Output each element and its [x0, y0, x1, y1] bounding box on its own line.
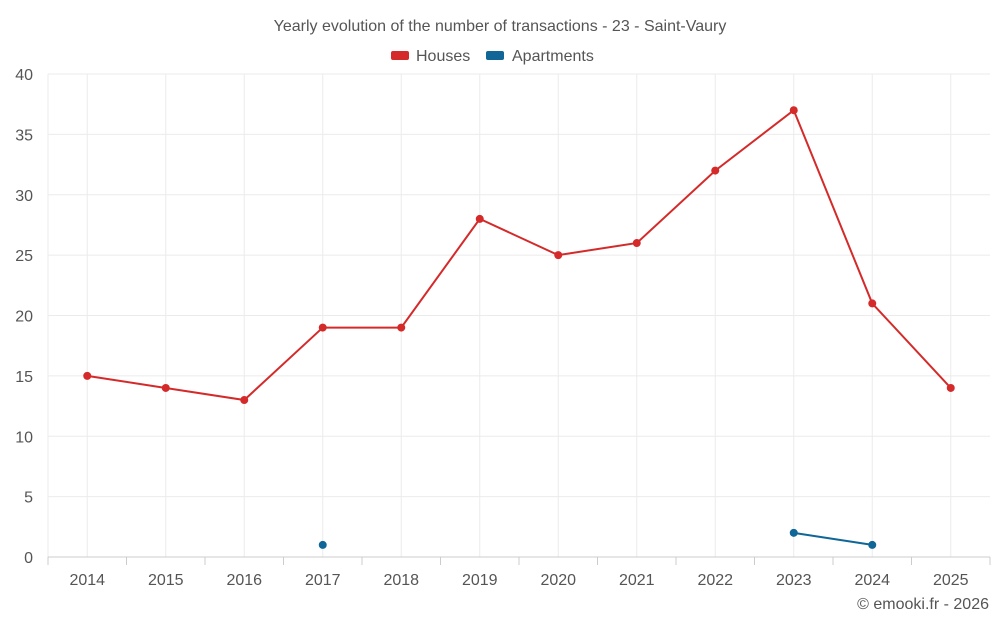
y-tick-label: 15 [15, 369, 33, 386]
data-point-houses[interactable] [789, 106, 798, 115]
data-point-houses[interactable] [397, 323, 406, 332]
x-tick-label: 2019 [462, 572, 498, 589]
x-tick-label: 2018 [383, 572, 419, 589]
data-point-houses[interactable] [868, 299, 877, 308]
x-tick-label: 2024 [854, 572, 890, 589]
data-point-houses[interactable] [475, 214, 484, 223]
x-tick-label: 2020 [540, 572, 576, 589]
x-tick-label: 2017 [305, 572, 341, 589]
x-tick-label: 2022 [697, 572, 733, 589]
legend-swatch-apartments [486, 51, 504, 60]
data-point-apartments[interactable] [789, 528, 798, 537]
data-point-houses[interactable] [946, 383, 955, 392]
legend-item-apartments[interactable]: Apartments [486, 48, 594, 65]
series-line-houses [87, 108, 952, 402]
data-point-houses[interactable] [318, 323, 327, 332]
legend-item-houses[interactable]: Houses [391, 48, 470, 65]
data-point-houses[interactable] [554, 251, 563, 260]
x-tick-label: 2015 [148, 572, 184, 589]
y-tick-label: 5 [24, 490, 33, 507]
y-tick-label: 30 [15, 188, 33, 205]
y-tick-label: 0 [24, 550, 33, 567]
data-point-houses[interactable] [240, 396, 249, 405]
grid [47, 73, 990, 557]
y-tick-label: 40 [15, 67, 33, 84]
x-tick-label: 2025 [933, 572, 969, 589]
y-tick-label: 20 [15, 309, 33, 326]
legend-label-houses: Houses [416, 48, 470, 65]
series-apartments [318, 528, 877, 549]
credit-text: © emooki.fr - 2026 [857, 596, 989, 613]
data-point-houses[interactable] [711, 166, 720, 175]
x-tick-label: 2021 [619, 572, 655, 589]
x-tick-label: 2016 [226, 572, 262, 589]
series [83, 106, 955, 549]
y-tick-label: 35 [15, 127, 33, 144]
data-point-houses[interactable] [161, 383, 170, 392]
data-point-houses[interactable] [632, 239, 641, 248]
y-tick-label: 10 [15, 429, 33, 446]
series-line-apartments [793, 531, 873, 546]
legend-label-apartments: Apartments [512, 48, 594, 65]
data-point-apartments[interactable] [868, 540, 877, 549]
x-tick-label: 2014 [69, 572, 105, 589]
data-point-houses[interactable] [83, 371, 92, 380]
legend-swatch-houses [391, 51, 409, 60]
legend: Houses Apartments [391, 48, 594, 65]
data-point-apartments[interactable] [318, 540, 327, 549]
y-tick-label: 25 [15, 248, 33, 265]
x-tick-label: 2023 [776, 572, 812, 589]
series-houses [83, 106, 955, 405]
chart-title: Yearly evolution of the number of transa… [274, 18, 727, 35]
